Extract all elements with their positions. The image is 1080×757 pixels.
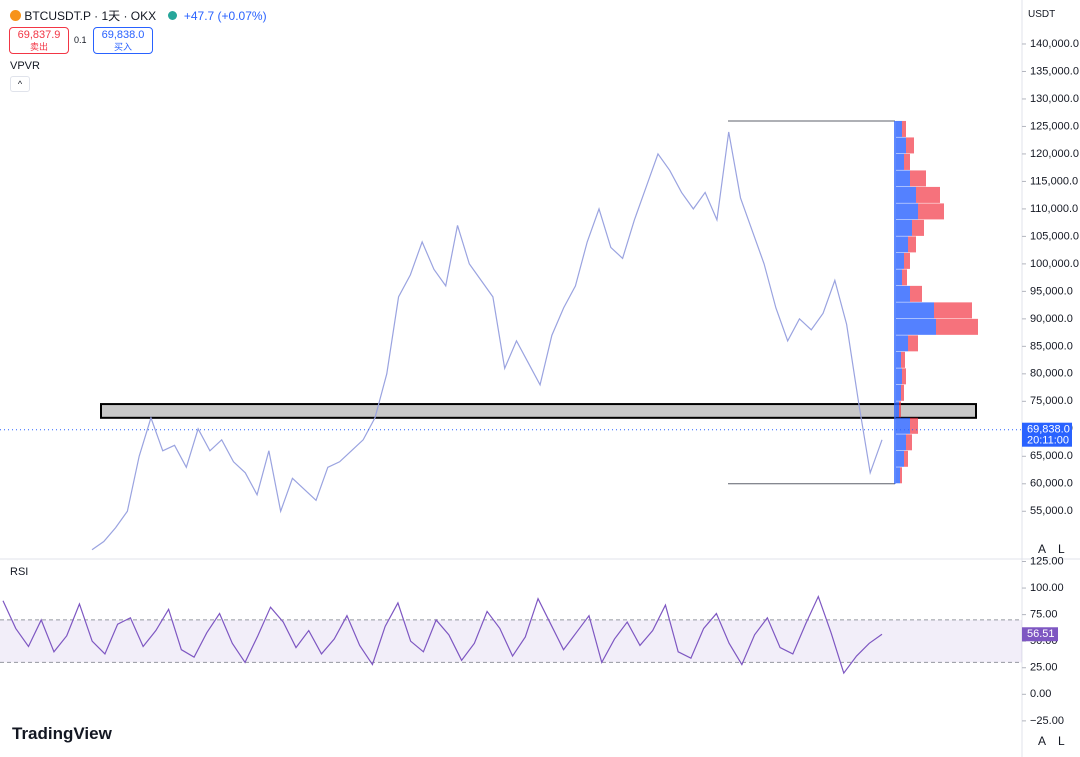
volume-up	[896, 335, 908, 352]
currency: USDT	[1028, 9, 1056, 20]
volume-up	[896, 401, 899, 418]
logo[interactable]: TradingView	[12, 724, 112, 743]
volume-down	[904, 450, 908, 467]
y-tick-label: 110,000.0	[1030, 203, 1078, 215]
change: +47.7 (+0.07%)	[183, 9, 267, 23]
y-tick-label: 105,000.0	[1030, 230, 1079, 242]
volume-down	[901, 351, 905, 368]
rsi-line	[2, 594, 883, 675]
y-tick-label: 100.00	[1030, 582, 1064, 594]
volume-down	[912, 219, 924, 236]
y-tick-label: 100,000.0	[1030, 258, 1079, 270]
volume-down	[934, 302, 972, 319]
rsi-band	[0, 619, 1022, 663]
y-tick-label: 55,000.0	[1030, 505, 1073, 517]
status-dot	[167, 11, 177, 20]
volume-down	[902, 269, 907, 286]
y-tick-label: 75,000.0	[1030, 395, 1073, 407]
volume-up	[896, 120, 902, 137]
y-tick-label: 65,000.0	[1030, 450, 1073, 462]
y-tick-label: 90,000.0	[1030, 313, 1073, 325]
log-button[interactable]: L	[1058, 542, 1065, 556]
rsi-tag	[1022, 627, 1058, 642]
volume-up	[896, 467, 900, 484]
volume-down	[902, 120, 906, 137]
rsi-last-label: 56.51	[1027, 628, 1055, 640]
y-tick-label: 140,000.0	[1030, 38, 1079, 50]
volume-up	[896, 203, 918, 220]
volume-down	[904, 153, 910, 170]
volume-up	[896, 318, 936, 335]
y-tick-label: 125.00	[1030, 555, 1064, 567]
volume-down	[906, 137, 914, 154]
countdown: 20:11:00	[1027, 435, 1069, 447]
volume-up	[896, 384, 901, 401]
volume-up	[896, 434, 906, 451]
buy-button[interactable]: 69,838.0 买入	[93, 27, 153, 54]
volume-up	[896, 269, 902, 286]
last-price-label: 69,838.0	[1027, 424, 1070, 436]
volume-down	[900, 467, 902, 484]
y-tick-label: 75.00	[1030, 609, 1058, 621]
volume-down	[901, 384, 904, 401]
y-tick-label: 125,000.0	[1030, 120, 1079, 132]
volume-up	[896, 368, 902, 385]
volume-down	[908, 335, 918, 352]
y-tick-label: 85,000.0	[1030, 340, 1073, 352]
log-button[interactable]: L	[1058, 734, 1065, 748]
support-zone	[100, 403, 977, 419]
last-price-tag	[1022, 422, 1072, 447]
symbol-row: BTCUSDT.P · 1天 · OKX +47.7 (+0.07%)	[10, 7, 267, 24]
volume-up	[896, 236, 908, 253]
y-tick-label: 95,000.0	[1030, 285, 1073, 297]
auto-button[interactable]: A	[1038, 542, 1047, 556]
volume-down	[918, 203, 944, 220]
spread: 0.1	[74, 35, 87, 45]
volume-up	[896, 417, 910, 434]
rsi-title: RSI	[10, 566, 29, 578]
auto-button[interactable]: A	[1038, 734, 1047, 748]
volume-down	[904, 252, 910, 269]
sell-price: 69,837.9	[17, 29, 61, 41]
y-tick-label: 120,000.0	[1030, 148, 1079, 160]
volume-up	[896, 252, 904, 269]
volume-down	[906, 434, 912, 451]
symbol[interactable]: BTCUSDT.P · 1天 · OKX	[24, 9, 157, 23]
buy-price: 69,838.0	[101, 29, 145, 41]
volume-down	[936, 318, 978, 335]
y-tick-label: 0.00	[1030, 688, 1051, 700]
volume-down	[899, 401, 901, 418]
volume-down	[908, 236, 916, 253]
volume-up	[896, 450, 904, 467]
volume-up	[896, 186, 916, 203]
volume-up	[896, 153, 904, 170]
sell-label: 卖出	[29, 42, 48, 52]
collapse-button[interactable]: ^	[10, 76, 30, 92]
volume-down	[916, 186, 940, 203]
volume-down	[910, 285, 922, 302]
sell-button[interactable]: 69,837.9 卖出	[9, 27, 69, 54]
y-tick-label: 130,000.0	[1030, 93, 1079, 105]
volume-up	[896, 302, 934, 319]
volume-up	[896, 137, 906, 154]
volume-down	[910, 170, 926, 187]
volume-up	[896, 351, 901, 368]
y-tick-label: 80,000.0	[1030, 368, 1073, 380]
volume-up	[896, 219, 912, 236]
price-line	[91, 131, 883, 551]
y-tick-label: 135,000.0	[1030, 65, 1079, 77]
volume-up	[896, 170, 910, 187]
buy-label: 买入	[113, 42, 132, 52]
y-tick-label: −25.00	[1030, 715, 1064, 727]
y-tick-label: 60,000.0	[1030, 478, 1073, 490]
volume-up	[896, 285, 910, 302]
volume-down	[902, 368, 906, 385]
y-tick-label: 115,000.0	[1030, 175, 1078, 187]
coin-icon	[10, 10, 21, 21]
y-tick-label: 25.00	[1030, 662, 1058, 674]
volume-down	[910, 417, 918, 434]
indicator-name[interactable]: VPVR	[10, 60, 40, 72]
